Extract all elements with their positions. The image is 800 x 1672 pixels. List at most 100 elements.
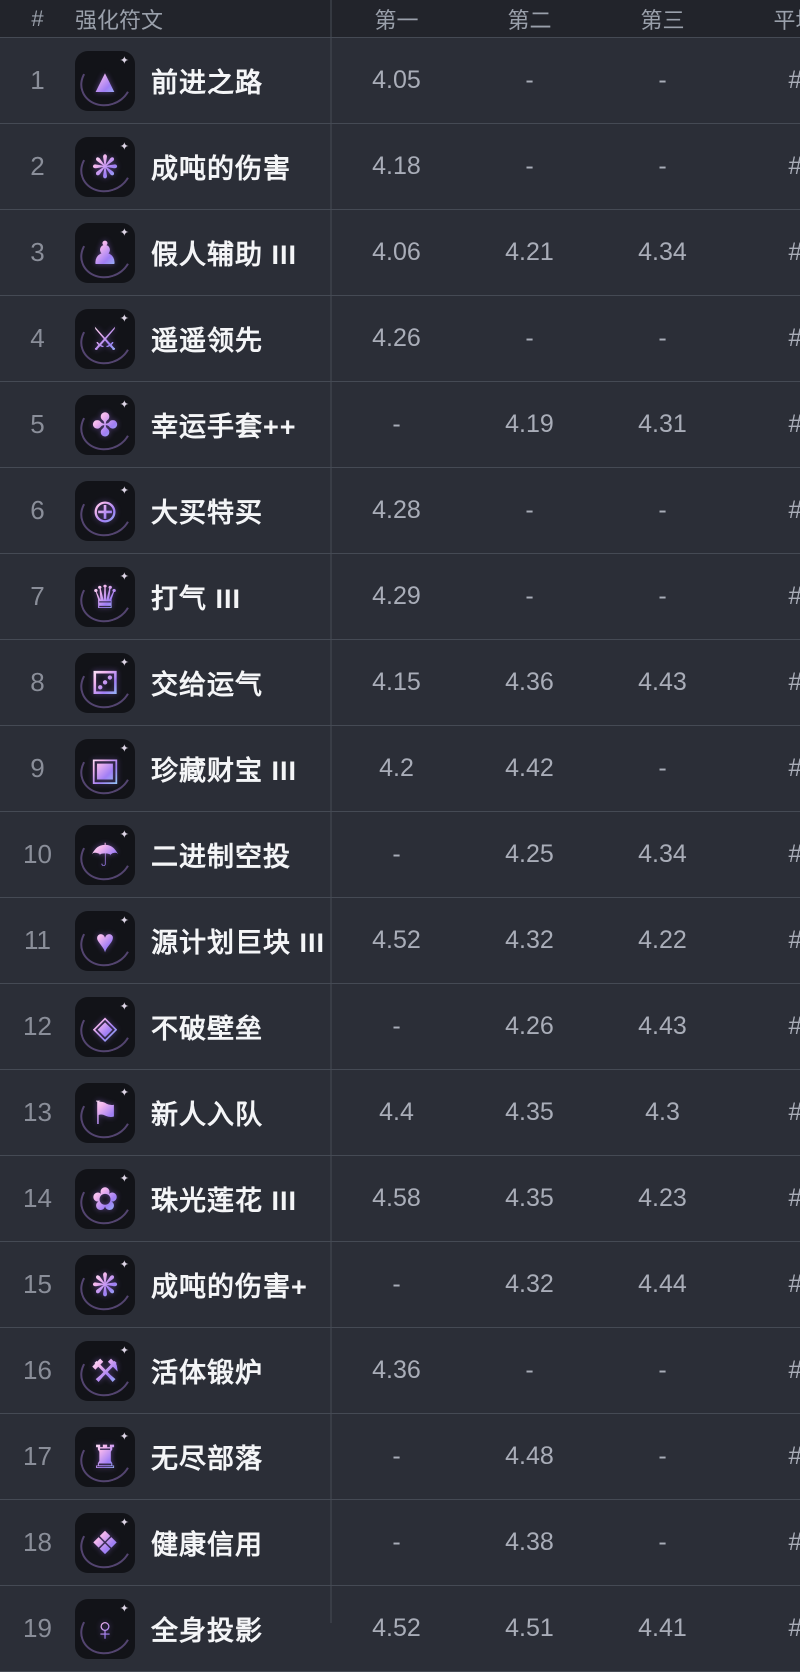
pearl-lotus-icon: ✿: [75, 1168, 135, 1229]
living-anvil-icon: ⚒: [75, 1340, 135, 1401]
table-row[interactable]: 18 ❖ 健康信用 - 4.38 - #: [0, 1500, 800, 1586]
first-place-value: 4.36: [372, 1356, 421, 1384]
average-value: #: [729, 582, 800, 611]
third-place-value: -: [658, 496, 667, 524]
average-value: #: [729, 1528, 800, 1557]
lucky-paw-icon: ✤: [75, 394, 135, 455]
third-place-value: 4.43: [638, 668, 687, 696]
second-place-value: 4.48: [505, 1442, 554, 1470]
first-place-value: 4.58: [372, 1184, 421, 1212]
augment-name: 成吨的伤害: [151, 154, 291, 184]
augment-icon-glyph: ▲: [89, 62, 121, 99]
first-place-value: -: [392, 1012, 401, 1040]
augment-icon-glyph: ❋: [91, 1266, 119, 1303]
table-row[interactable]: 15 ❋ 成吨的伤害+ - 4.32 4.44 #: [0, 1242, 800, 1328]
augment-icon-glyph: ⚂: [91, 664, 119, 701]
second-place-value: 4.25: [505, 840, 554, 868]
augment-icon-glyph: ▣: [89, 750, 121, 787]
table-row[interactable]: 11 ♥ 源计划巨块 III 4.52 4.32 4.22 #: [0, 898, 800, 984]
average-value: #: [729, 926, 800, 955]
table-row[interactable]: 19 ♀ 全身投影 4.52 4.51 4.41 #: [0, 1586, 800, 1672]
second-place-value: 4.35: [505, 1184, 554, 1212]
third-place-value: -: [658, 1356, 667, 1384]
rank-cell: 1: [30, 65, 45, 95]
first-place-value: -: [392, 1270, 401, 1298]
augment-icon-glyph: ⊕: [91, 492, 119, 529]
table-row[interactable]: 6 ⊕ 大买特买 4.28 - - #: [0, 468, 800, 554]
rank-cell: 3: [30, 237, 45, 267]
horde-helmet-icon: ♜: [75, 1426, 135, 1487]
augment-name: 无尽部落: [151, 1444, 263, 1474]
first-place-value: 4.26: [372, 324, 421, 352]
rank-cell: 19: [23, 1613, 52, 1643]
double-shield-icon: ◈: [75, 996, 135, 1057]
augment-icon-glyph: ❋: [91, 148, 119, 185]
average-value: #: [729, 1270, 800, 1299]
crown-burst-icon: ♛: [75, 566, 135, 627]
rank-cell: 10: [23, 839, 52, 869]
rank-cell: 11: [24, 925, 51, 955]
table-body: 1 ▲ 前进之路 4.05 - - # 2 ❋ 成吨的伤害 4.18 - - #…: [0, 38, 800, 1672]
table-row[interactable]: 16 ⚒ 活体锻炉 4.36 - - #: [0, 1328, 800, 1414]
rank-cell: 14: [23, 1183, 52, 1213]
rank-cell: 18: [23, 1527, 52, 1557]
first-place-value: 4.52: [372, 1614, 421, 1642]
second-place-value: 4.32: [505, 926, 554, 954]
table-row[interactable]: 3 ♟ 假人辅助 III 4.06 4.21 4.34 #: [0, 210, 800, 296]
table-row[interactable]: 12 ◈ 不破壁垒 - 4.26 4.43 #: [0, 984, 800, 1070]
second-place-value: -: [525, 66, 534, 94]
second-place-value: 4.51: [505, 1614, 554, 1642]
rank-cell: 16: [23, 1355, 52, 1385]
table-row[interactable]: 5 ✤ 幸运手套++ - 4.19 4.31 #: [0, 382, 800, 468]
mystery-box-icon: ▣: [75, 738, 135, 799]
second-place-value: 4.42: [505, 754, 554, 782]
damage-swirl-icon: ❋: [75, 136, 135, 197]
second-place-value: -: [525, 496, 534, 524]
rank-cell: 8: [30, 667, 45, 697]
rank-cell: 2: [30, 151, 45, 181]
first-place-value: 4.29: [372, 582, 421, 610]
arrow-up-circle-icon: ▲: [75, 50, 135, 111]
header-rank: #: [31, 5, 44, 31]
heart-cube-icon: ♥: [75, 910, 135, 971]
third-place-value: -: [658, 1528, 667, 1556]
table-header: # 强化符文 第一 第二 第三 平均: [0, 0, 800, 38]
rank-cell: 5: [30, 409, 45, 439]
first-place-value: -: [392, 1442, 401, 1470]
average-value: #: [729, 152, 800, 181]
table-row[interactable]: 17 ♜ 无尽部落 - 4.48 - #: [0, 1414, 800, 1500]
table-row[interactable]: 4 ⚔ 遥遥领先 4.26 - - #: [0, 296, 800, 382]
augment-name: 大买特买: [151, 498, 263, 528]
table-row[interactable]: 1 ▲ 前进之路 4.05 - - #: [0, 38, 800, 124]
third-place-value: -: [658, 754, 667, 782]
augment-name: 假人辅助 III: [151, 240, 298, 270]
first-place-value: 4.52: [372, 926, 421, 954]
augment-name: 前进之路: [151, 68, 263, 98]
second-place-value: 4.32: [505, 1270, 554, 1298]
average-value: #: [729, 410, 800, 439]
augment-icon-glyph: ✿: [91, 1180, 119, 1217]
table-row[interactable]: 10 ☂ 二进制空投 - 4.25 4.34 #: [0, 812, 800, 898]
augment-name: 不破壁垒: [151, 1014, 263, 1044]
third-place-value: -: [658, 152, 667, 180]
first-place-value: -: [392, 1528, 401, 1556]
second-place-value: -: [525, 152, 534, 180]
table-row[interactable]: 8 ⚂ 交给运气 4.15 4.36 4.43 #: [0, 640, 800, 726]
average-value: #: [729, 324, 800, 353]
augment-name: 交给运气: [151, 670, 263, 700]
average-value: #: [729, 840, 800, 869]
first-place-value: 4.2: [379, 754, 414, 782]
table-row[interactable]: 14 ✿ 珠光莲花 III 4.58 4.35 4.23 #: [0, 1156, 800, 1242]
first-place-value: 4.05: [372, 66, 421, 94]
third-place-value: 4.23: [638, 1184, 687, 1212]
average-value: #: [729, 66, 800, 95]
augment-icon-glyph: ⚑: [90, 1094, 120, 1131]
table-row[interactable]: 2 ❋ 成吨的伤害 4.18 - - #: [0, 124, 800, 210]
table-row[interactable]: 13 ⚑ 新人入队 4.4 4.35 4.3 #: [0, 1070, 800, 1156]
second-place-value: 4.35: [505, 1098, 554, 1126]
table-row[interactable]: 7 ♛ 打气 III 4.29 - - #: [0, 554, 800, 640]
table-row[interactable]: 9 ▣ 珍藏财宝 III 4.2 4.42 - #: [0, 726, 800, 812]
second-place-value: -: [525, 582, 534, 610]
third-place-value: -: [658, 324, 667, 352]
rank-cell: 12: [23, 1011, 52, 1041]
